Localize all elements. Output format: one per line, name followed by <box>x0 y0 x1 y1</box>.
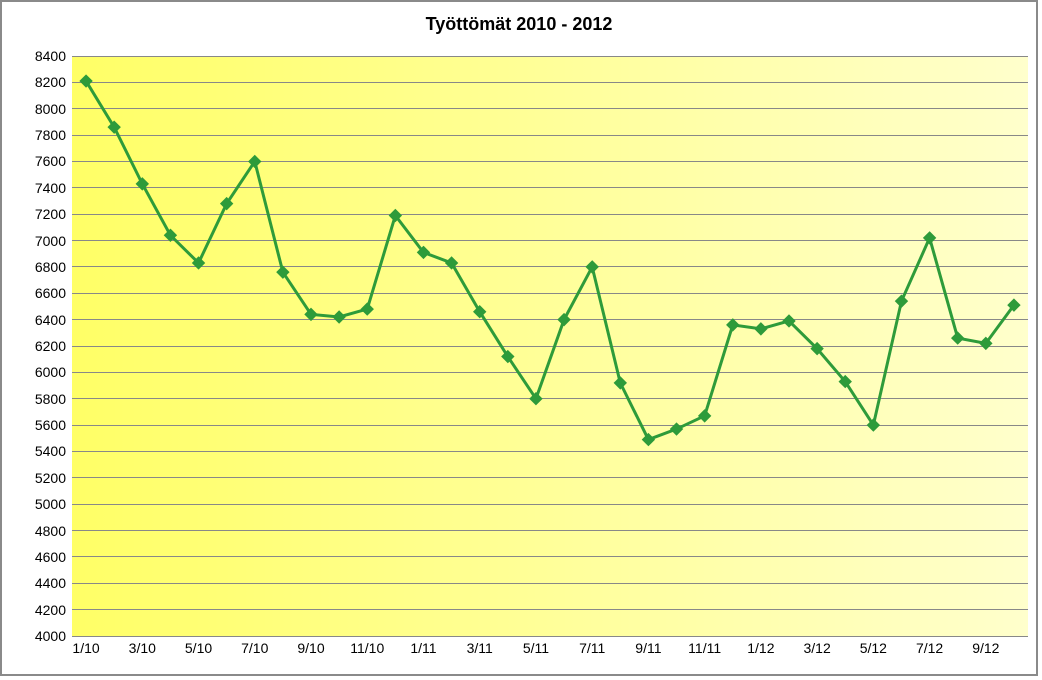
y-tick-label: 4600 <box>35 549 66 565</box>
y-tick-label: 8000 <box>35 101 66 117</box>
y-tick-label: 4400 <box>35 575 66 591</box>
series-marker <box>361 303 373 315</box>
y-tick-label: 6400 <box>35 312 66 328</box>
x-tick-label: 7/12 <box>916 640 943 656</box>
y-tick-label: 4200 <box>35 602 66 618</box>
series-marker <box>895 295 907 307</box>
x-tick-label: 7/10 <box>241 640 268 656</box>
chart-container: Työttömät 2010 - 2012 400042004400460048… <box>0 0 1038 676</box>
x-tick-label: 7/11 <box>579 640 605 656</box>
x-tick-label: 5/11 <box>523 640 549 656</box>
y-tick-label: 6000 <box>35 364 66 380</box>
series-marker <box>727 319 739 331</box>
y-tick-label: 8200 <box>35 74 66 90</box>
y-tick-label: 5800 <box>35 391 66 407</box>
x-tick-label: 11/11 <box>688 640 721 656</box>
series-marker <box>924 232 936 244</box>
series-marker <box>755 323 767 335</box>
y-tick-label: 7400 <box>35 180 66 196</box>
chart-title: Työttömät 2010 - 2012 <box>2 14 1036 35</box>
x-tick-label: 9/12 <box>972 640 999 656</box>
y-tick-label: 5200 <box>35 470 66 486</box>
y-tick-label: 7600 <box>35 153 66 169</box>
y-tick-label: 7000 <box>35 233 66 249</box>
y-tick-label: 5000 <box>35 496 66 512</box>
series-line <box>86 81 1014 440</box>
x-tick-label: 5/10 <box>185 640 212 656</box>
y-tick-label: 7800 <box>35 127 66 143</box>
series-marker <box>136 178 148 190</box>
y-tick-label: 4000 <box>35 628 66 644</box>
y-tick-label: 6200 <box>35 338 66 354</box>
x-tick-label: 1/10 <box>72 640 99 656</box>
y-tick-label: 4800 <box>35 523 66 539</box>
x-tick-label: 3/10 <box>129 640 156 656</box>
x-tick-label: 1/11 <box>410 640 436 656</box>
series-marker <box>614 377 626 389</box>
y-tick-label: 6800 <box>35 259 66 275</box>
x-tick-label: 1/12 <box>747 640 774 656</box>
x-tick-label: 3/11 <box>467 640 493 656</box>
y-tick-label: 7200 <box>35 206 66 222</box>
y-tick-label: 5400 <box>35 443 66 459</box>
series-marker <box>446 257 458 269</box>
line-series <box>72 56 1028 636</box>
series-marker <box>671 423 683 435</box>
plot-area: 4000420044004600480050005200540056005800… <box>72 56 1028 636</box>
y-tick-label: 5600 <box>35 417 66 433</box>
x-tick-label: 9/10 <box>297 640 324 656</box>
x-tick-label: 5/12 <box>860 640 887 656</box>
x-tick-label: 9/11 <box>635 640 661 656</box>
x-tick-label: 11/10 <box>350 640 384 656</box>
y-tick-label: 6600 <box>35 285 66 301</box>
y-tick-label: 8400 <box>35 48 66 64</box>
x-tick-label: 3/12 <box>803 640 830 656</box>
series-marker <box>642 434 654 446</box>
series-marker <box>952 332 964 344</box>
series-marker <box>333 311 345 323</box>
series-marker <box>699 410 711 422</box>
series-marker <box>558 314 570 326</box>
series-marker <box>586 261 598 273</box>
